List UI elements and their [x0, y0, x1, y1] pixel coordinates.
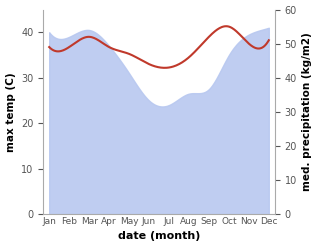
- Y-axis label: med. precipitation (kg/m2): med. precipitation (kg/m2): [302, 32, 313, 191]
- Y-axis label: max temp (C): max temp (C): [5, 72, 16, 152]
- X-axis label: date (month): date (month): [118, 231, 200, 242]
